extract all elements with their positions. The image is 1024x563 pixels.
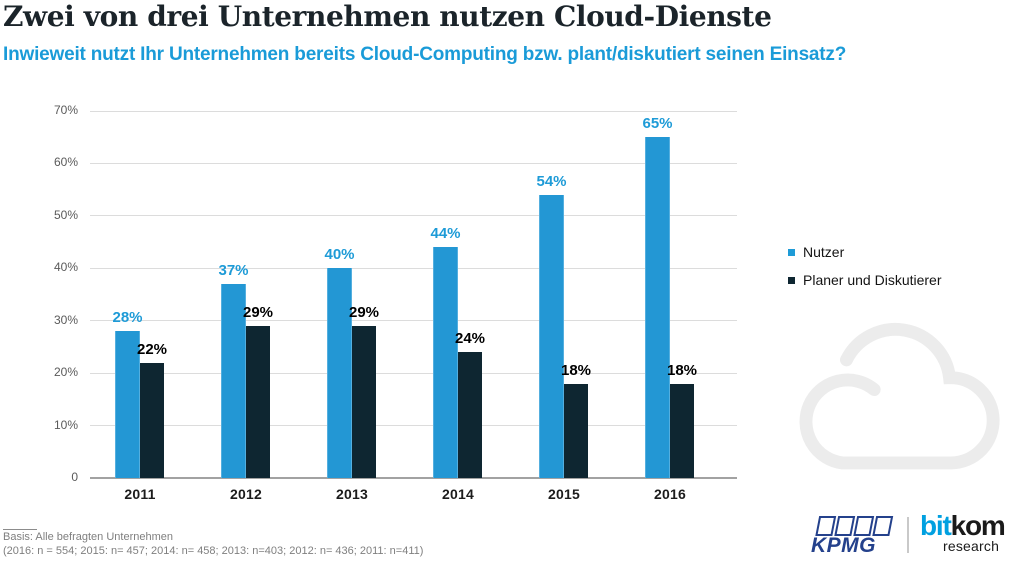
bar-planer-und-diskutierer-2011: [140, 363, 164, 478]
legend-item-nutzer: Nutzer: [788, 244, 844, 261]
bar-nutzer-2011: [115, 331, 140, 478]
bar-nutzer-2013: [327, 268, 352, 478]
legend-label: Planer und Diskutierer: [803, 272, 942, 288]
bar-nutzer-2012: [221, 284, 246, 478]
bar-value-label: 54%: [536, 173, 567, 190]
y-gridline: [90, 267, 737, 269]
kpmg-square-icon: [834, 516, 856, 536]
y-gridline: [90, 162, 737, 164]
logo-divider: [907, 517, 909, 553]
y-axis-tick-label: 20%: [53, 365, 78, 380]
bar-value-label: 44%: [430, 225, 461, 242]
bar-value-label: 22%: [136, 341, 168, 358]
y-gridline: [90, 215, 737, 217]
x-axis-category-label: 2016: [654, 486, 686, 502]
bar-planer-und-diskutierer-2015: [564, 384, 588, 478]
footnote-rule: [3, 529, 37, 530]
kpmg-wordmark: KPMG: [811, 534, 876, 557]
footnote-basis: Basis: Alle befragten Unternehmen: [3, 531, 173, 543]
y-axis-tick-label: 60%: [53, 155, 78, 170]
legend-swatch-icon: [788, 277, 795, 284]
bar-planer-und-diskutierer-2014: [458, 352, 482, 478]
x-axis-category-label: 2011: [124, 486, 156, 502]
bar-value-label: 29%: [242, 304, 274, 321]
bar-planer-und-diskutierer-2012: [246, 326, 270, 478]
legend-swatch-icon: [788, 249, 795, 256]
bitkom-research-logo: bitkom research: [920, 510, 1006, 554]
bar-value-label: 28%: [112, 309, 143, 326]
bar-value-label: 29%: [348, 304, 380, 321]
y-axis-tick-label: 0: [71, 470, 78, 484]
bar-value-label: 37%: [218, 262, 249, 279]
bar-nutzer-2016: [645, 137, 670, 478]
legend-item-planer-und-diskutierer: Planer und Diskutierer: [788, 272, 942, 289]
y-gridline: [90, 425, 737, 427]
bar-value-label: 24%: [454, 330, 486, 347]
y-axis-tick-label: 70%: [53, 103, 78, 117]
y-gridline: [90, 372, 737, 374]
x-axis-category-label: 2013: [336, 486, 368, 502]
footnote-sample-sizes: (2016: n = 554; 2015: n= 457; 2014: n= 4…: [3, 545, 424, 557]
bitkom-research-label: research: [943, 538, 1000, 554]
kpmg-square-icon: [815, 516, 837, 536]
kpmg-square-icon: [853, 516, 875, 536]
chart-subtitle-question: Inwieweit nutzt Ihr Unternehmen bereits …: [3, 44, 847, 65]
x-axis-category-label: 2014: [442, 486, 474, 502]
bar-planer-und-diskutierer-2016: [670, 384, 694, 478]
y-gridline: [90, 320, 737, 322]
x-axis-category-label: 2015: [548, 486, 580, 502]
x-axis-line: [90, 477, 737, 479]
kpmg-logo: KPMG: [811, 516, 894, 557]
kpmg-square-icon: [872, 516, 894, 536]
cloud-watermark-icon: [799, 322, 1000, 470]
y-axis-tick-label: 40%: [53, 260, 78, 275]
bar-nutzer-2015: [539, 195, 564, 478]
y-axis-tick-label: 10%: [53, 417, 78, 432]
page-title: Zwei von drei Unternehmen nutzen Cloud-D…: [3, 0, 772, 33]
legend-label: Nutzer: [803, 244, 845, 260]
y-axis-tick-label: 50%: [53, 207, 78, 222]
bitkom-wordmark: bitkom: [920, 510, 1006, 541]
bar-value-label: 18%: [666, 362, 698, 379]
bar-nutzer-2014: [433, 247, 458, 478]
x-axis-category-label: 2012: [230, 486, 262, 502]
y-axis-tick-label: 30%: [53, 312, 78, 327]
bar-value-label: 40%: [324, 246, 355, 263]
bar-value-label: 18%: [560, 362, 592, 379]
bar-planer-und-diskutierer-2013: [352, 326, 376, 478]
bar-value-label: 65%: [642, 115, 673, 132]
y-gridline: [90, 110, 737, 112]
